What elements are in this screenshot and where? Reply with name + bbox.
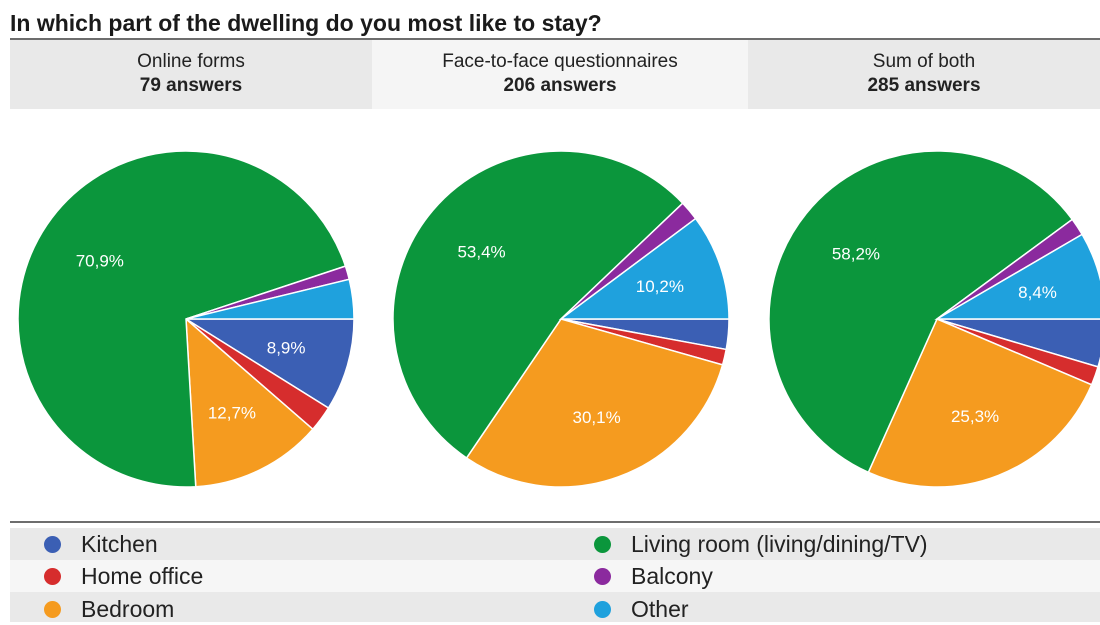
legend-swatch — [44, 567, 61, 585]
legend-swatch — [594, 567, 611, 585]
pie-slice-bedroom — [465, 318, 724, 488]
slice-data-label: 12,7% — [208, 403, 256, 422]
legend-item-bedroom: Bedroom — [44, 593, 174, 625]
answer-count: 79 answers — [139, 75, 243, 96]
pie-slice-bedroom — [185, 317, 314, 488]
chart-title: In which part of the dwelling do you mos… — [10, 10, 602, 36]
legend-swatch — [594, 535, 611, 553]
pie-slice-bedroom — [867, 318, 1093, 488]
legend-label: Bedroom — [81, 595, 175, 622]
pie-slice-kitchen — [183, 318, 355, 410]
slice-data-label: 8,4% — [1018, 283, 1057, 302]
legend-item-other: Other — [594, 593, 689, 625]
answer-count: 285 answers — [867, 75, 981, 96]
column-header-face-to-face: Face-to-face questionnaires 206 answers — [372, 40, 748, 109]
legend-item-kitchen: Kitchen — [44, 528, 158, 560]
legend-item-home-office: Home office — [44, 560, 203, 592]
column-header-online-forms: Online forms 79 answers — [10, 40, 372, 109]
legend-label: Home office — [81, 562, 204, 589]
slice-data-label: 70,9% — [76, 252, 124, 271]
slice-data-label: 58,2% — [832, 245, 880, 264]
pie-slice-other — [934, 233, 1100, 320]
pie-slice-living-room-living-dining-tv — [17, 150, 347, 488]
column-title: Online forms — [137, 51, 245, 72]
legend-row — [10, 592, 1100, 622]
legend-swatch — [44, 600, 61, 618]
legend-label: Living room (living/dining/TV) — [631, 530, 928, 557]
legend-row — [10, 560, 1100, 592]
header-divider — [10, 38, 1100, 40]
column-header-sum-of-both: Sum of both 285 answers — [748, 40, 1100, 109]
slice-data-label: 53,4% — [457, 243, 505, 262]
slice-data-label: 25,3% — [951, 407, 999, 426]
slice-data-label: 30,1% — [572, 408, 620, 427]
legend-item-balcony: Balcony — [594, 560, 713, 592]
legend-divider — [10, 521, 1100, 523]
legend-label: Other — [631, 595, 689, 622]
legend-item-living-room: Living room (living/dining/TV) — [594, 528, 928, 560]
legend-swatch — [44, 535, 61, 553]
legend-label: Kitchen — [81, 530, 158, 557]
pie-slice-other — [185, 278, 355, 320]
legend-swatch — [594, 600, 611, 618]
pie-slice-living-room-living-dining-tv — [768, 150, 1074, 474]
slice-data-label: 8,9% — [267, 339, 306, 358]
column-title: Face-to-face questionnaires — [442, 51, 678, 72]
slice-data-label: 10,2% — [636, 277, 684, 296]
column-title: Sum of both — [872, 51, 976, 72]
legend-label: Balcony — [631, 562, 713, 589]
legend-row — [10, 528, 1100, 560]
answer-count: 206 answers — [503, 75, 617, 96]
pie-slice-living-room-living-dining-tv — [392, 150, 684, 459]
pie-slice-other — [558, 217, 730, 320]
